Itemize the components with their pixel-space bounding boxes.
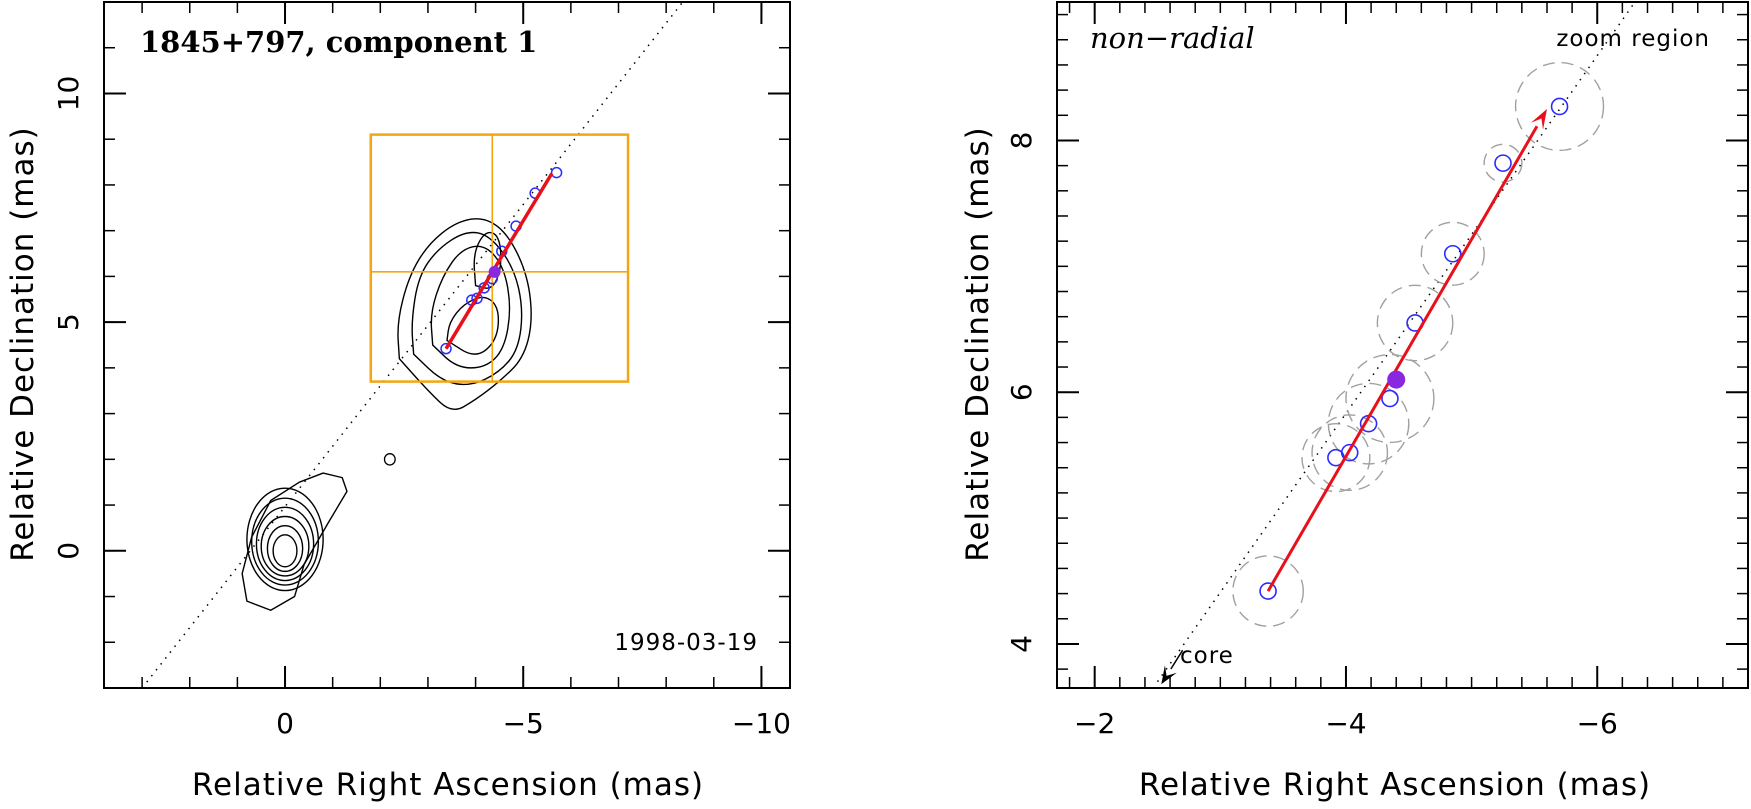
component-markers: [440, 166, 563, 355]
component-size-ring: [1345, 353, 1435, 444]
velocity-arrowhead: [1530, 108, 1547, 130]
core-contour: [260, 515, 310, 577]
y-axis-title: Relative Declination (mas): [5, 126, 41, 562]
left-panel: 0 −5 −10 0 5 10 1845+797, component 1 1998-03…: [5, 0, 791, 803]
x-axis-title: Relative Right Ascension (mas): [1139, 767, 1651, 803]
component-markers: [1259, 97, 1569, 600]
zoom-box-outline: [369, 133, 630, 383]
component-marker: [1494, 154, 1512, 172]
component-size-ring: [1327, 382, 1410, 465]
component-marker: [1550, 97, 1569, 116]
x-axis-title: Relative Right Ascension (mas): [192, 767, 704, 803]
date-label: 1998-03-19: [614, 630, 758, 656]
plot-frame: [1056, 1, 1749, 689]
velocity-vector: [1266, 125, 1539, 592]
component-size-ring: [1514, 61, 1605, 152]
y-tick-label: 5: [52, 313, 85, 331]
small-contour: [383, 453, 396, 466]
core-contour: [266, 524, 304, 573]
y-axis-title: Relative Declination (mas): [960, 126, 996, 562]
core-direction-line: [1170, 649, 1184, 670]
y-tick-label: 4: [1005, 635, 1038, 653]
jet-contour: [397, 218, 532, 411]
reference-point: [488, 265, 501, 278]
y-tick-label: 6: [1005, 383, 1038, 401]
core-arrowhead: [1161, 665, 1177, 685]
x-tick-label: 0: [276, 707, 294, 740]
core-contour: [246, 487, 324, 592]
component-size-ring: [1420, 221, 1485, 286]
x-tick-label: −4: [1325, 707, 1366, 740]
plot-frame: [103, 1, 791, 689]
core-contour: [250, 497, 320, 586]
component-size-rings: [1232, 61, 1605, 627]
chart-title: 1845+797, component 1: [140, 25, 537, 59]
y-tick-label: 10: [52, 76, 85, 112]
x-tick-label: −5: [503, 707, 544, 740]
jet-contour: [446, 296, 500, 355]
component-marker: [1443, 244, 1462, 263]
component-marker: [1381, 389, 1399, 408]
tick-labels: −2 −4 −6 4 6 8: [1005, 132, 1618, 740]
x-tick-label: −6: [1577, 707, 1618, 740]
component-marker: [471, 292, 483, 305]
y-tick-label: 0: [52, 542, 85, 560]
component-marker: [440, 342, 452, 355]
right-panel: −2 −4 −6 4 6 8 non−radial zoom region core Re…: [960, 1, 1749, 803]
component-size-ring: [1376, 284, 1454, 362]
y-tick-label: 8: [1005, 132, 1038, 150]
component-marker: [550, 166, 563, 179]
component-size-ring: [1301, 423, 1371, 493]
component-marker: [1259, 582, 1277, 600]
jet-contour: [430, 245, 511, 369]
tick-marks: [1057, 2, 1748, 688]
core-contour: [255, 506, 315, 582]
velocity-vector: [444, 172, 554, 350]
component-size-ring: [1232, 555, 1304, 627]
zoom-region-label: zoom region: [1556, 26, 1710, 52]
core-contour: [272, 534, 298, 568]
mode-label: non−radial: [1090, 21, 1255, 55]
reference-point: [1387, 370, 1406, 389]
core-outer-contour: [241, 472, 348, 611]
tick-labels: 0 −5 −10 0 5 10: [52, 76, 791, 740]
trajectory-dotted-line: [141, 0, 686, 689]
trajectory-dotted-line: [1156, 1, 1636, 683]
jet-contour: [411, 231, 523, 386]
component-marker: [1340, 443, 1359, 462]
x-tick-label: −2: [1074, 707, 1115, 740]
component-size-ring: [1483, 143, 1523, 183]
tick-marks: [104, 2, 790, 688]
x-tick-label: −10: [732, 707, 791, 740]
core-label: core: [1180, 643, 1234, 669]
